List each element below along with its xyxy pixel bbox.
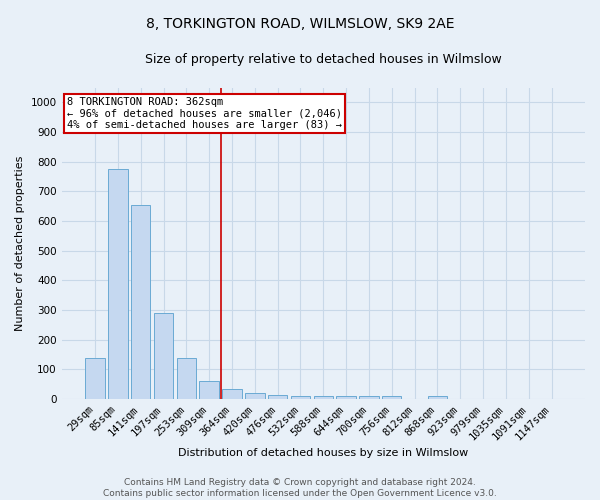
Bar bbox=[131, 204, 151, 399]
Text: 8, TORKINGTON ROAD, WILMSLOW, SK9 2AE: 8, TORKINGTON ROAD, WILMSLOW, SK9 2AE bbox=[146, 18, 454, 32]
Bar bbox=[314, 396, 333, 399]
Bar bbox=[199, 382, 219, 399]
Bar bbox=[382, 396, 401, 399]
Bar bbox=[268, 394, 287, 399]
Bar bbox=[337, 396, 356, 399]
Bar bbox=[245, 393, 265, 399]
Bar bbox=[85, 358, 105, 399]
Text: 8 TORKINGTON ROAD: 362sqm
← 96% of detached houses are smaller (2,046)
4% of sem: 8 TORKINGTON ROAD: 362sqm ← 96% of detac… bbox=[67, 97, 342, 130]
Bar bbox=[222, 388, 242, 399]
Bar bbox=[291, 396, 310, 399]
Bar bbox=[154, 313, 173, 399]
Y-axis label: Number of detached properties: Number of detached properties bbox=[15, 156, 25, 331]
Bar bbox=[176, 358, 196, 399]
Text: Contains HM Land Registry data © Crown copyright and database right 2024.
Contai: Contains HM Land Registry data © Crown c… bbox=[103, 478, 497, 498]
Bar bbox=[359, 396, 379, 399]
Bar bbox=[428, 396, 447, 399]
X-axis label: Distribution of detached houses by size in Wilmslow: Distribution of detached houses by size … bbox=[178, 448, 469, 458]
Title: Size of property relative to detached houses in Wilmslow: Size of property relative to detached ho… bbox=[145, 52, 502, 66]
Bar bbox=[108, 169, 128, 399]
